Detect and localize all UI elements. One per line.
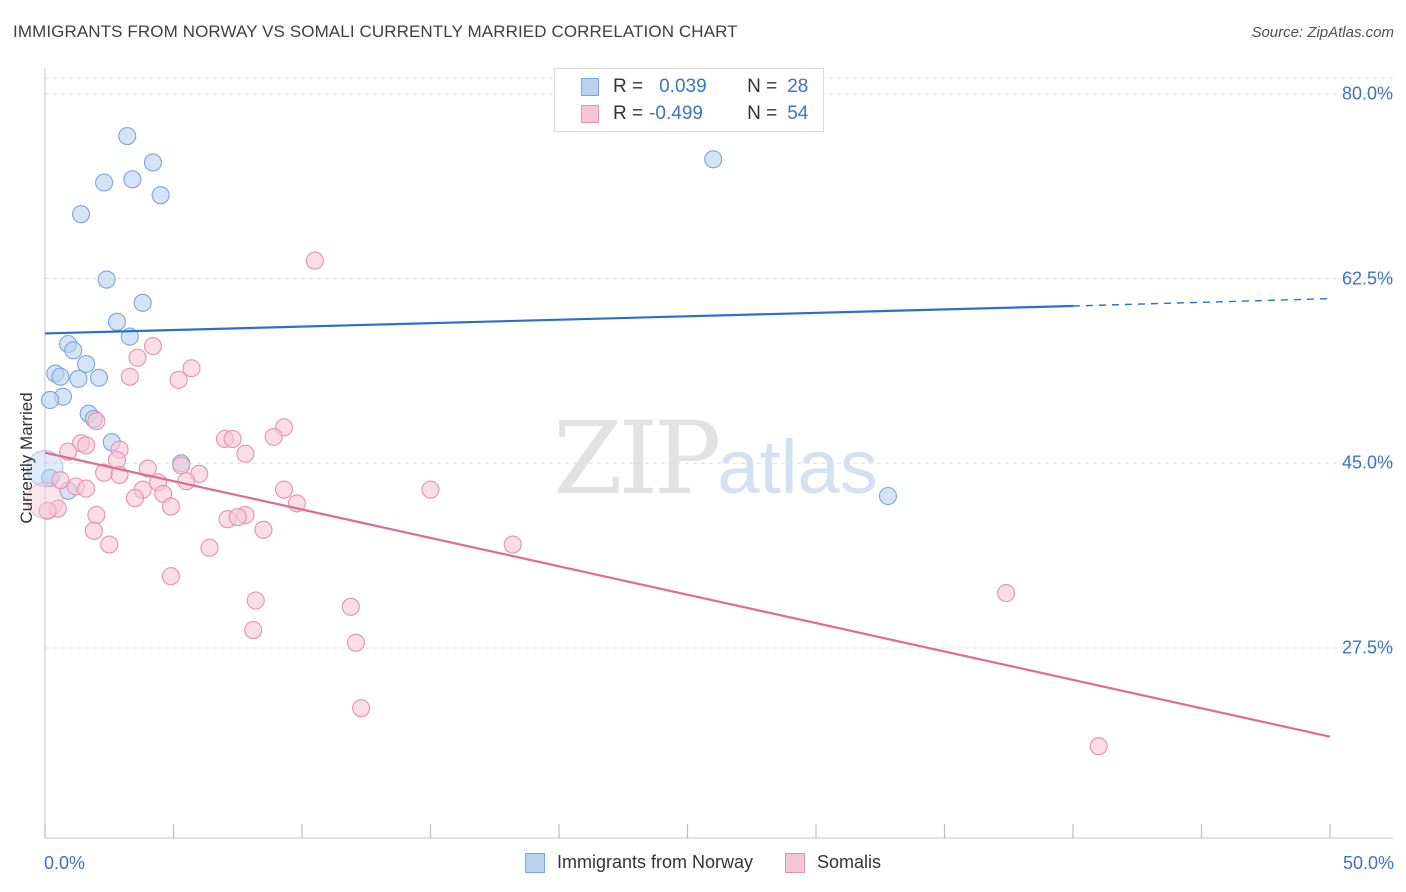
point-somali bbox=[200, 538, 219, 557]
chart-title: IMMIGRANTS FROM NORWAY VS SOMALI CURRENT… bbox=[13, 22, 738, 41]
point-somali bbox=[246, 591, 265, 610]
point-somali bbox=[51, 471, 70, 490]
point-somali bbox=[421, 480, 440, 499]
watermark-zip: ZIP bbox=[553, 400, 721, 517]
point-norway bbox=[89, 368, 109, 387]
trendline-norway-extension bbox=[1072, 297, 1331, 307]
point-norway bbox=[143, 153, 162, 172]
trendline-norway bbox=[44, 304, 1074, 335]
point-somali bbox=[352, 699, 371, 718]
point-norway bbox=[878, 486, 898, 506]
legend-r-value-norway: 0.039 bbox=[659, 75, 707, 97]
legend-r-label: R = bbox=[613, 75, 644, 97]
x-tick-max: 50.0% bbox=[1342, 853, 1394, 873]
point-somali bbox=[143, 337, 162, 356]
point-somali bbox=[346, 633, 366, 652]
point-norway bbox=[133, 293, 152, 312]
point-somali bbox=[77, 479, 96, 498]
point-somali bbox=[87, 505, 106, 525]
point-somali bbox=[341, 597, 360, 616]
source-label: Source: ZipAtlas.com bbox=[1251, 24, 1394, 41]
y-tick-label: 27.5% bbox=[1341, 637, 1393, 658]
point-norway bbox=[97, 270, 116, 289]
point-somali bbox=[223, 429, 242, 449]
correlation-legend: R = 0.039 N = 28 R = -0.499 N = 54 bbox=[554, 68, 824, 132]
point-somali bbox=[87, 412, 106, 431]
point-somali bbox=[172, 456, 191, 475]
point-somali bbox=[125, 489, 144, 508]
watermark-atlas: atlas bbox=[717, 425, 878, 510]
legend-r-value-somali: -0.499 bbox=[649, 102, 703, 124]
point-norway bbox=[69, 369, 88, 388]
legend-item-norway[interactable]: Immigrants from Norway bbox=[524, 852, 753, 873]
point-somali bbox=[274, 480, 294, 499]
watermark: ZIPatlas bbox=[553, 400, 878, 517]
point-somali bbox=[997, 584, 1016, 603]
trendline-somali bbox=[44, 451, 1331, 738]
point-layer bbox=[26, 127, 1108, 756]
point-norway bbox=[95, 173, 114, 192]
point-somali bbox=[264, 427, 283, 446]
legend-n-label: N = bbox=[747, 102, 778, 124]
point-somali bbox=[77, 436, 96, 455]
point-somali bbox=[84, 521, 103, 540]
point-norway bbox=[41, 390, 60, 409]
legend-label-norway: Immigrants from Norway bbox=[556, 852, 753, 872]
legend-swatch-somali bbox=[581, 104, 599, 123]
point-norway bbox=[118, 127, 137, 146]
x-tick-min: 0.0% bbox=[44, 853, 86, 873]
y-axis-label: Currently Married bbox=[17, 392, 36, 524]
point-norway bbox=[51, 367, 70, 386]
point-somali bbox=[169, 370, 188, 389]
point-somali bbox=[161, 497, 180, 516]
point-norway bbox=[64, 341, 83, 360]
point-somali bbox=[107, 451, 127, 470]
series-legend: Immigrants from Norway Somalis bbox=[0, 852, 1406, 873]
point-somali bbox=[161, 567, 180, 586]
legend-n-label: N = bbox=[747, 75, 778, 97]
y-tick-label: 62.5% bbox=[1341, 268, 1393, 289]
point-somali bbox=[228, 508, 247, 527]
point-somali bbox=[120, 367, 139, 386]
point-somali bbox=[38, 501, 57, 520]
point-somali bbox=[305, 251, 324, 270]
point-somali bbox=[100, 535, 119, 554]
point-somali bbox=[138, 459, 157, 478]
point-norway bbox=[123, 170, 142, 189]
point-somali bbox=[177, 472, 196, 491]
point-somali bbox=[182, 359, 201, 378]
legend-n-value-norway: 28 bbox=[787, 75, 809, 97]
point-somali bbox=[254, 520, 273, 539]
legend-swatch-norway bbox=[581, 77, 599, 96]
y-tick-label: 80.0% bbox=[1341, 83, 1393, 104]
point-somali bbox=[128, 348, 147, 367]
point-norway bbox=[71, 205, 91, 224]
legend-swatch-norway bbox=[524, 852, 545, 873]
point-somali bbox=[244, 621, 263, 640]
point-norway bbox=[704, 150, 723, 169]
point-norway bbox=[107, 312, 127, 331]
point-somali bbox=[236, 444, 255, 463]
legend-row-somali: R = -0.499 N = 54 bbox=[555, 100, 808, 127]
legend-n-value-somali: 54 bbox=[787, 102, 809, 124]
point-somali bbox=[1089, 737, 1108, 756]
legend-label-somali: Somalis bbox=[817, 852, 882, 872]
legend-item-somali[interactable]: Somalis bbox=[785, 852, 881, 873]
legend-row-norway: R = 0.039 N = 28 bbox=[555, 73, 808, 100]
y-tick-label: 45.0% bbox=[1341, 452, 1393, 473]
point-somali bbox=[26, 481, 64, 519]
legend-r-label: R = bbox=[613, 102, 644, 124]
trend-layer bbox=[44, 297, 1331, 738]
legend-swatch-somali bbox=[785, 852, 805, 873]
point-somali bbox=[503, 535, 522, 554]
point-norway bbox=[77, 355, 96, 374]
point-norway bbox=[151, 186, 170, 205]
